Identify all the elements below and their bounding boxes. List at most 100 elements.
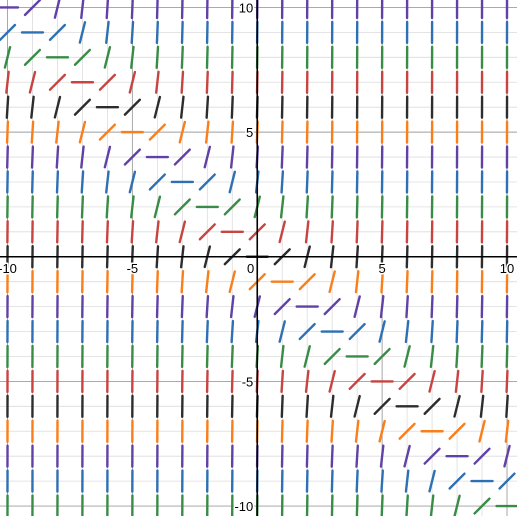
slope-segment: [353, 394, 361, 418]
slope-segment: [354, 419, 360, 443]
slope-segment: [148, 123, 166, 141]
slope-segment: [379, 294, 385, 319]
slope-segment: [230, 369, 234, 394]
slope-segment: [155, 294, 159, 319]
slope-segment: [448, 472, 466, 490]
slope-segment: [3, 45, 12, 69]
slope-segment: [479, 394, 485, 418]
slope-segment: [280, 170, 285, 194]
slope-segment: [5, 145, 9, 169]
slope-segment: [48, 23, 67, 42]
slope-segment: [298, 273, 316, 291]
slope-segment: [455, 294, 459, 319]
slope-segment: [229, 145, 235, 169]
y-tick-label: -10: [234, 499, 253, 514]
slope-segment: [305, 195, 310, 219]
slope-segment: [155, 0, 159, 20]
slope-segment: [80, 195, 85, 219]
slope-segment: [130, 270, 134, 294]
slope-segment: [205, 294, 210, 319]
slope-segment: [204, 270, 210, 294]
slope-segment: [455, 319, 459, 344]
slope-segment: [80, 170, 85, 194]
slope-segment: [55, 170, 60, 194]
slope-segment: [328, 270, 336, 294]
slope-segment: [398, 422, 416, 440]
slope-segment: [173, 198, 191, 216]
slope-segment: [230, 120, 235, 144]
slope-segment: [55, 145, 60, 169]
slope-segment: [355, 469, 359, 493]
slope-segment: [298, 322, 316, 341]
y-tick-label: 10: [239, 0, 253, 15]
slope-segment: [330, 170, 334, 194]
slope-segment: [304, 220, 310, 244]
x-tick-label: -10: [0, 261, 17, 276]
slope-segment: [203, 145, 212, 169]
slope-segment: [228, 170, 237, 194]
slope-segment: [305, 394, 310, 418]
slope-segment: [53, 95, 62, 119]
slope-segment: [198, 173, 216, 191]
slope-segment: [230, 70, 234, 94]
slope-segment: [28, 70, 37, 94]
slope-segment: [380, 494, 384, 516]
slope-segment: [380, 220, 384, 244]
slope-segment: [378, 320, 386, 343]
slope-segment: [130, 195, 135, 219]
slope-segment: [323, 347, 341, 366]
slope-segment: [423, 447, 441, 465]
x-tick-label: 5: [379, 261, 386, 276]
slope-segment: [378, 419, 386, 443]
slope-segment: [329, 394, 335, 418]
slope-segment: [305, 145, 309, 169]
slope-segment: [380, 270, 384, 294]
slope-segment: [303, 345, 311, 368]
slope-segment: [103, 145, 112, 169]
slope-segment: [155, 270, 159, 294]
slope-segment: [128, 170, 137, 194]
slope-segment: [5, 95, 10, 119]
slope-segment: [279, 195, 285, 219]
slope-segment: [473, 447, 491, 465]
slope-segment: [73, 98, 92, 116]
slope-segment: [330, 444, 334, 468]
slope-segment: [178, 220, 187, 244]
slope-segment: [55, 195, 59, 219]
slope-segment: [355, 444, 360, 468]
slope-segment: [23, 48, 42, 66]
slope-segment: [403, 345, 411, 368]
slope-segment: [48, 73, 67, 91]
slope-segment: [453, 494, 461, 516]
slope-segment: [105, 195, 110, 219]
slope-segment: [123, 98, 142, 116]
slope-segment: [30, 145, 35, 169]
slope-segment: [480, 369, 484, 394]
slope-segment: [478, 419, 486, 443]
slope-segment: [404, 319, 410, 344]
slope-segment: [154, 70, 160, 94]
slope-segment: [105, 0, 110, 20]
slope-segment: [280, 145, 284, 169]
slope-segment: [373, 347, 391, 366]
x-tick-label: 10: [500, 261, 514, 276]
slope-segment: [280, 120, 284, 144]
slope-segment: [355, 195, 359, 219]
slope-segment: [405, 494, 409, 516]
slope-segment: [105, 170, 110, 194]
slope-segment: [205, 95, 210, 119]
slope-segment: [448, 422, 466, 440]
slope-segment: [454, 369, 460, 394]
slope-segment: [105, 220, 110, 244]
slope-segment: [280, 394, 284, 418]
slope-segment: [180, 319, 184, 344]
slope-segment: [205, 70, 209, 94]
slope-segment: [103, 45, 112, 69]
slope-segment: [230, 344, 234, 369]
slope-segment: [348, 372, 366, 390]
slope-segment: [55, 120, 60, 144]
slope-segment: [498, 472, 516, 490]
slope-segment: [78, 21, 87, 44]
